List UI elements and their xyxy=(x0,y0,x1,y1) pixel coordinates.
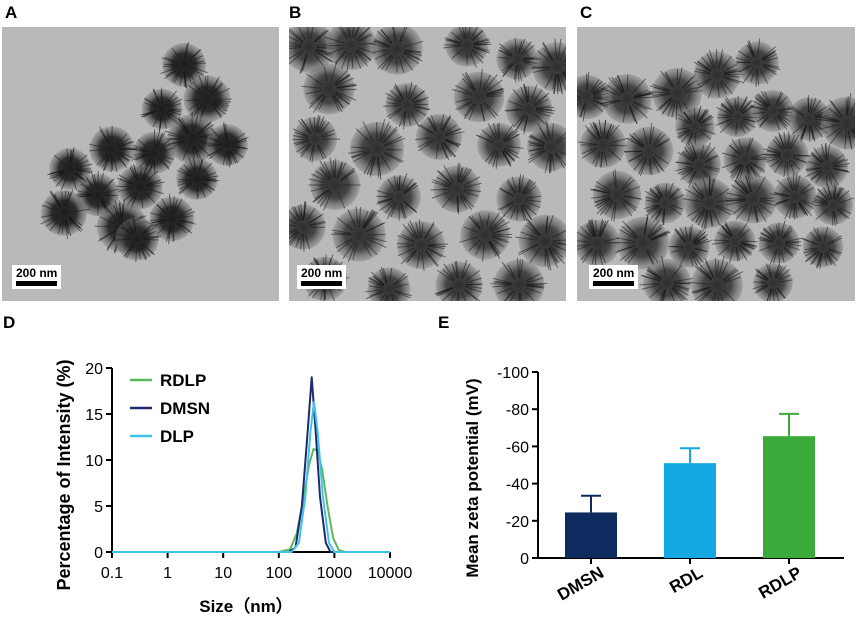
chart-d-series-dmsn xyxy=(112,376,390,553)
tem-image-a-particles xyxy=(40,42,249,263)
tem-image-c-particles xyxy=(577,38,855,301)
particle xyxy=(505,85,553,133)
scale-bar-c-line xyxy=(593,281,635,286)
scale-bar-b-line xyxy=(301,281,343,286)
chart-d-x-tick-label: 10 xyxy=(214,565,232,582)
particle xyxy=(49,148,91,190)
particle xyxy=(735,41,779,85)
particle xyxy=(752,90,794,132)
scale-bar-c: 200 nm xyxy=(589,265,639,289)
scale-bar-b-label: 200 nm xyxy=(301,266,343,280)
scale-bar-a-label: 200 nm xyxy=(16,266,58,280)
particle xyxy=(332,208,386,262)
chart-d-series-dlp xyxy=(112,401,390,553)
chart-d-y-tick-label: 10 xyxy=(85,453,103,470)
chart-d-y-tick-label: 0 xyxy=(94,545,103,562)
size-distribution-chart: Percentage of Intensity (%) Size（nm） 0 5 1… xyxy=(54,359,413,616)
particle xyxy=(167,114,217,164)
particle xyxy=(527,123,566,171)
tem-image-a: 200 nm xyxy=(2,27,279,301)
chart-e-bar-rdl xyxy=(664,463,716,558)
tem-image-b-particles xyxy=(289,27,566,301)
chart-e-y-tick-label: -100 xyxy=(497,365,529,382)
chart-d-xlabel: Size（nm） xyxy=(199,596,293,616)
particle xyxy=(693,51,741,99)
chart-d-ylabel: Percentage of Intensity (%) xyxy=(54,359,74,590)
chart-e-bar-rdlp xyxy=(763,436,815,558)
scale-bar-a: 200 nm xyxy=(12,265,62,289)
chart-e-y-tick-label: -80 xyxy=(506,402,529,419)
particle xyxy=(325,27,377,71)
particle xyxy=(643,259,691,301)
chart-e-y-tick-label: -60 xyxy=(506,439,529,456)
chart-d-x-tick-label: 1000 xyxy=(317,565,353,582)
chart-e-category-label: DMSN xyxy=(554,563,607,604)
scale-bar-c-label: 200 nm xyxy=(593,266,635,280)
particle xyxy=(753,263,793,301)
particle xyxy=(592,170,642,220)
particle xyxy=(602,74,652,124)
tem-image-c: 200 nm xyxy=(577,27,855,301)
chart-e-ylabel: Mean zeta potential (mV) xyxy=(463,378,482,577)
chart-d-x-tick-label: 10000 xyxy=(368,565,413,582)
particle xyxy=(691,259,743,301)
chart-e-y-tick-label: 0 xyxy=(520,551,529,568)
particle xyxy=(802,226,844,268)
particle xyxy=(176,158,218,200)
chart-d-y-tick-label: 5 xyxy=(94,499,103,516)
particle xyxy=(385,83,429,127)
particle xyxy=(377,175,421,219)
scale-bar-b: 200 nm xyxy=(297,265,347,289)
particle xyxy=(765,133,809,177)
particle xyxy=(518,214,566,268)
panel-letter-d: D xyxy=(3,313,16,332)
scale-bar-a-line xyxy=(16,281,58,286)
chart-d-x-tick-label: 1 xyxy=(163,565,172,582)
chart-e-category-label: RDL xyxy=(666,563,706,597)
chart-e-y-tick-label: -40 xyxy=(506,477,529,494)
panel-letter-e: E xyxy=(438,313,450,332)
tem-image-b: 200 nm xyxy=(289,27,566,301)
chart-d-y-tick-label: 20 xyxy=(85,361,103,378)
particle xyxy=(675,107,715,147)
particle xyxy=(805,145,849,189)
particle xyxy=(787,97,831,141)
chart-d-x-tick-label: 100 xyxy=(265,565,292,582)
particle xyxy=(668,226,710,268)
zeta-potential-chart: Mean zeta potential (mV) 0 -20 -40 -60 -80 -1… xyxy=(463,365,844,604)
particle xyxy=(416,114,462,160)
particle xyxy=(289,27,335,73)
chart-d-x-tick-label: 0.1 xyxy=(101,565,123,582)
chart-e-category-label: RDLP xyxy=(755,563,805,603)
panel-letter-b: B xyxy=(289,3,302,22)
chart-e-y-tick-label: -20 xyxy=(506,514,529,531)
chart-e-bar-dmsn xyxy=(565,512,617,558)
panel-letter-c: C xyxy=(580,3,593,22)
chart-d-series-rdlp xyxy=(112,448,390,553)
particle xyxy=(714,220,756,262)
chart-d-legend-label: DMSN xyxy=(160,399,210,418)
chart-d-legend-label: RDLP xyxy=(160,371,206,390)
chart-d-legend-label: DLP xyxy=(160,427,194,446)
chart-d-y-tick-label: 15 xyxy=(85,407,103,424)
panel-letter-a: A xyxy=(5,3,18,22)
particle xyxy=(577,220,620,266)
particle xyxy=(41,190,87,236)
particle xyxy=(397,221,445,269)
particle xyxy=(493,259,545,301)
particle xyxy=(723,137,767,181)
